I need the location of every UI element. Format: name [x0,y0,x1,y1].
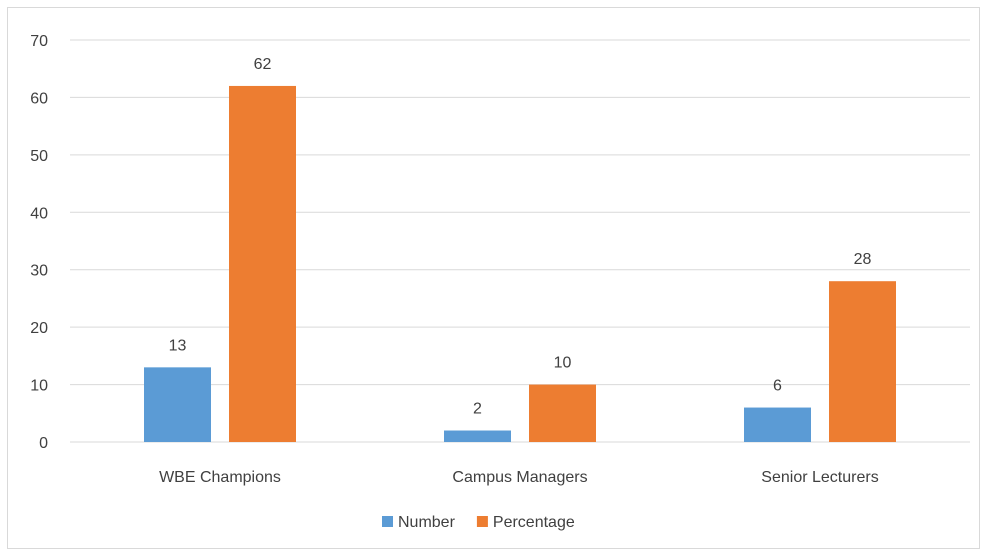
bar-percentage [529,384,596,442]
y-tick-label: 40 [30,205,48,222]
data-label: 13 [169,337,187,354]
data-label: 10 [554,355,572,372]
data-label: 2 [473,401,482,418]
data-labels: 13 62 2 10 6 28 [169,56,872,418]
x-axis: WBE Champions Campus Managers Senior Lectu… [159,469,879,486]
y-tick-label: 10 [30,378,48,395]
bar-number [144,367,211,442]
legend-swatch-percentage [476,516,488,527]
bars [144,85,896,442]
y-tick-label: 30 [30,263,48,280]
y-axis: 0 10 20 30 40 50 60 70 [30,33,48,452]
data-label: 28 [854,251,872,268]
bar-percentage [229,85,296,442]
legend-label-number: Number [398,514,456,531]
y-tick-label: 70 [30,33,48,50]
legend-label-percentage: Percentage [493,514,575,531]
legend-swatch-number [382,516,393,527]
legend: Number Percentage [382,514,575,531]
bar-percentage [829,281,896,442]
data-label: 62 [254,56,272,73]
bar-number [744,407,811,442]
y-tick-label: 20 [30,320,48,337]
data-label: 6 [773,378,782,395]
x-category-label: WBE Champions [159,469,281,486]
y-tick-label: 0 [39,435,48,452]
y-tick-label: 50 [30,148,48,165]
bar-number [444,430,511,442]
x-category-label: Senior Lecturers [761,469,878,486]
gridlines [70,39,970,443]
y-tick-label: 60 [30,90,48,107]
x-category-label: Campus Managers [452,469,587,486]
